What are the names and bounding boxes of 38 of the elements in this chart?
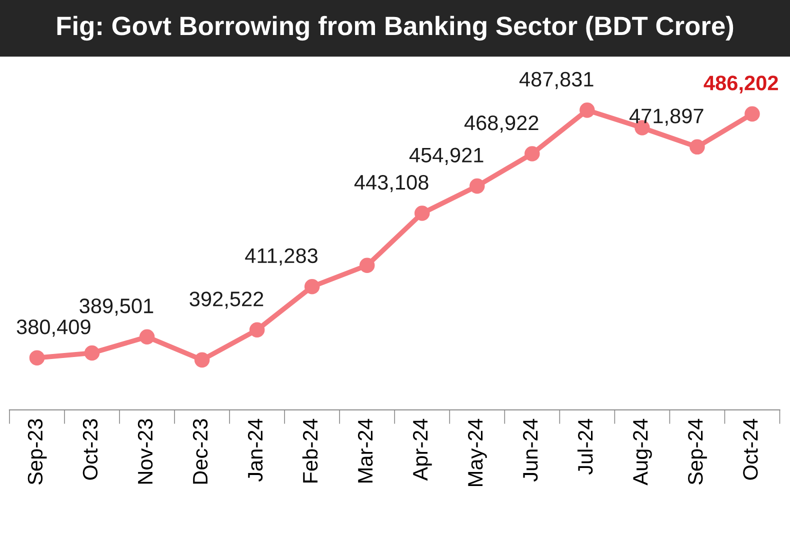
data-label: 411,283 (245, 248, 318, 266)
x-tick-label: Mar-24 (358, 418, 373, 482)
data-label: 380,409 (16, 320, 90, 337)
point (524, 146, 540, 162)
data-label: 443,108 (354, 174, 428, 192)
point (744, 106, 760, 122)
x-tick-label: Oct-24 (743, 418, 758, 480)
x-tick-label: Sep-24 (688, 418, 707, 484)
x-tick-label: Nov-23 (138, 419, 153, 484)
data-label: 468,922 (464, 115, 538, 133)
x-tick-label: Dec-23 (192, 419, 208, 484)
data-label: 486,202 (704, 76, 778, 94)
point (84, 345, 100, 361)
x-tick-label: May-24 (468, 418, 487, 486)
x-tick-label: Oct-23 (82, 419, 98, 480)
x-tick-label: Jul-24 (577, 418, 593, 475)
data-label: 392,522 (190, 292, 264, 309)
x-tick-label: Feb-24 (302, 418, 318, 483)
data-label: 454,921 (409, 148, 484, 165)
data-label: 471,897 (629, 108, 704, 126)
point (690, 139, 705, 155)
point (304, 279, 320, 294)
point (469, 178, 485, 194)
x-tick-label: Aug-24 (633, 418, 652, 486)
point (359, 258, 375, 274)
x-tick-label: Jan-24 (248, 418, 263, 482)
chart-title: Fig: Govt Borrowing from Banking Sector (BDT Crore) (57, 16, 734, 41)
point (139, 329, 155, 345)
point (249, 322, 265, 338)
x-tick-label: Apr-24 (412, 418, 432, 481)
point (29, 350, 45, 366)
x-tick-label: Sep-23 (28, 419, 47, 484)
data-label: 487,831 (519, 72, 594, 90)
point (580, 102, 595, 118)
point (194, 352, 210, 368)
data-label: 389,501 (80, 298, 154, 316)
x-tick-label: Jun-24 (522, 418, 538, 482)
point (414, 206, 430, 221)
